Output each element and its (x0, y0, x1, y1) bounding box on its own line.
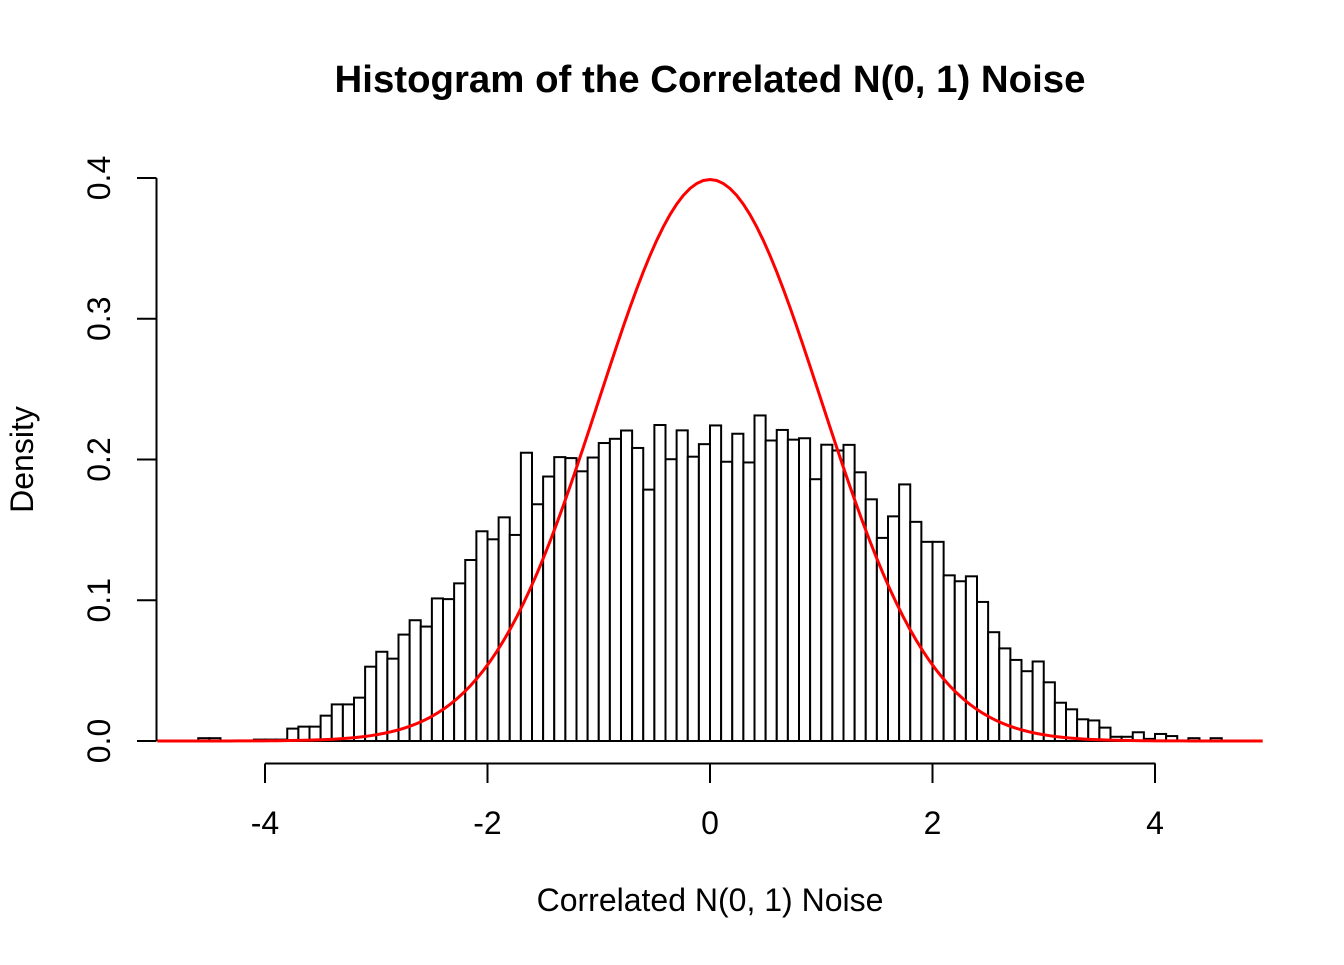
svg-text:0.0: 0.0 (81, 719, 117, 763)
svg-text:0.2: 0.2 (81, 437, 117, 481)
svg-text:0.3: 0.3 (81, 297, 117, 341)
svg-text:2: 2 (924, 805, 942, 841)
svg-text:4: 4 (1146, 805, 1164, 841)
svg-text:Histogram of the Correlated N(: Histogram of the Correlated N(0, 1) Nois… (335, 58, 1086, 101)
svg-text:-2: -2 (473, 805, 501, 841)
svg-text:0.4: 0.4 (81, 156, 117, 200)
svg-text:0.1: 0.1 (81, 578, 117, 622)
svg-text:Correlated N(0, 1) Noise: Correlated N(0, 1) Noise (537, 882, 884, 918)
svg-text:Density: Density (4, 406, 40, 513)
svg-text:0: 0 (701, 805, 719, 841)
svg-text:-4: -4 (251, 805, 279, 841)
